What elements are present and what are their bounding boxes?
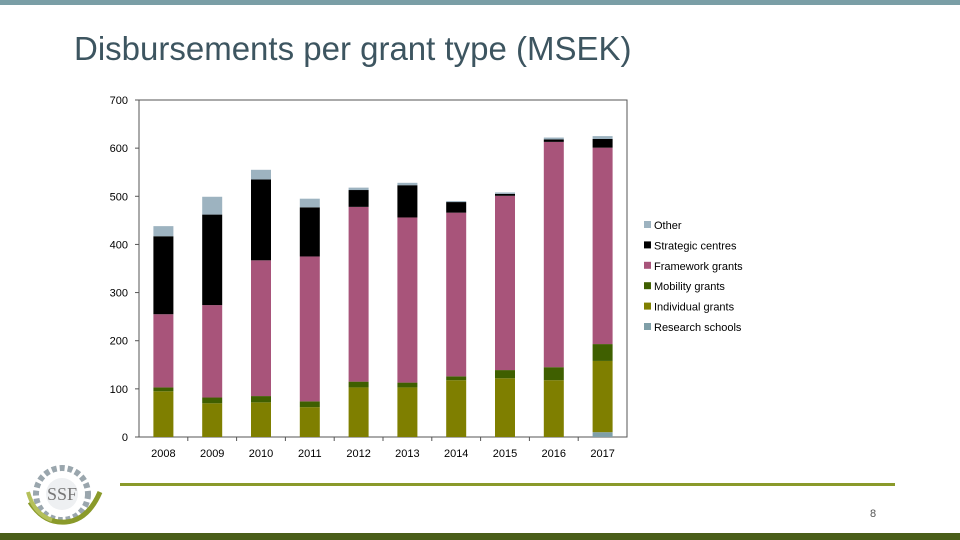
bar-segment-individual-grants	[348, 387, 369, 437]
page-number: 8	[870, 508, 877, 520]
y-tick-label: 700	[110, 95, 128, 107]
bar-segment-strategic-centres	[495, 193, 515, 196]
x-tick-label: 2010	[249, 448, 273, 460]
bar-segment-research-schools	[592, 432, 613, 437]
legend-label: Individual grants	[654, 302, 735, 314]
y-tick-label: 100	[110, 384, 128, 396]
bar-segment-other	[299, 198, 320, 208]
y-tick-label: 600	[110, 143, 128, 155]
top-accent-bar	[0, 0, 960, 5]
bar-segment-framework-grants	[495, 195, 515, 371]
bar-segment-other	[202, 196, 223, 215]
bar-segment-strategic-centres	[251, 179, 271, 261]
bar-segment-strategic-centres	[348, 190, 369, 207]
bar-segment-strategic-centres	[543, 139, 564, 142]
bar-segment-other	[446, 201, 467, 203]
bar-segment-mobility-grants	[202, 397, 223, 404]
bar-segment-framework-grants	[153, 314, 174, 388]
bar-segment-other	[348, 187, 369, 191]
bar-segment-framework-grants	[397, 217, 418, 383]
bar-segment-framework-grants	[348, 206, 369, 382]
x-tick-label: 2014	[444, 448, 468, 460]
bar-segment-individual-grants	[446, 380, 467, 437]
bar-segment-mobility-grants	[592, 344, 613, 361]
y-tick-label: 0	[122, 432, 128, 444]
x-tick-label: 2016	[542, 448, 566, 460]
bar-segment-other	[495, 192, 515, 194]
legend-swatch	[644, 221, 651, 228]
legend-label: Strategic centres	[654, 240, 737, 252]
bar-segment-individual-grants	[299, 407, 320, 437]
legend-swatch	[644, 282, 651, 290]
x-tick-label: 2013	[395, 448, 419, 460]
legend-label: Other	[654, 220, 682, 232]
bar-segment-mobility-grants	[543, 367, 564, 381]
legend-swatch	[644, 261, 651, 269]
bar-segment-mobility-grants	[153, 387, 174, 392]
legend-swatch	[644, 323, 651, 330]
legend-label: Research schools	[654, 322, 742, 334]
bar-segment-framework-grants	[592, 147, 613, 345]
bar-segment-other	[592, 136, 613, 139]
bar-segment-mobility-grants	[299, 401, 320, 408]
bar-segment-framework-grants	[251, 260, 271, 397]
y-tick-label: 200	[110, 336, 128, 348]
bar-segment-mobility-grants	[348, 381, 369, 388]
x-tick-label: 2015	[493, 448, 517, 460]
bar-segment-mobility-grants	[397, 382, 418, 388]
bar-segment-strategic-centres	[446, 202, 467, 213]
bar-segment-individual-grants	[592, 360, 613, 433]
bar-segment-mobility-grants	[495, 370, 515, 379]
bar-segment-other	[153, 226, 174, 237]
legend-swatch	[644, 241, 651, 249]
bar-segment-mobility-grants	[446, 376, 467, 381]
bar-segment-individual-grants	[153, 391, 174, 437]
y-tick-label: 300	[110, 288, 128, 300]
bar-segment-strategic-centres	[202, 214, 223, 306]
bar-segment-mobility-grants	[251, 396, 271, 403]
bar-segment-other	[543, 137, 564, 140]
bar-segment-framework-grants	[446, 212, 467, 377]
bottom-accent-bar	[0, 533, 960, 540]
legend-label: Mobility grants	[654, 281, 725, 293]
bar-segment-framework-grants	[299, 256, 320, 402]
bar-segment-other	[397, 182, 418, 186]
bar-segment-strategic-centres	[299, 207, 320, 257]
logo-text: SSF	[47, 484, 77, 504]
bar-segment-individual-grants	[202, 403, 223, 437]
page-title: Disbursements per grant type (MSEK)	[74, 30, 632, 67]
x-tick-label: 2011	[298, 448, 322, 460]
bar-segment-strategic-centres	[397, 185, 418, 218]
ssf-logo-icon: SSF	[26, 465, 103, 525]
bar-segment-other	[251, 169, 271, 180]
bar-segment-individual-grants	[251, 402, 271, 437]
bar-segment-framework-grants	[202, 305, 223, 398]
x-tick-label: 2017	[590, 448, 614, 460]
y-tick-label: 500	[110, 191, 128, 203]
bar-segment-individual-grants	[397, 387, 418, 437]
x-tick-label: 2008	[151, 448, 175, 460]
legend-label: Framework grants	[654, 261, 743, 273]
footer-divider	[120, 483, 895, 486]
bar-segment-individual-grants	[495, 378, 515, 437]
bar-segment-strategic-centres	[153, 236, 174, 315]
x-tick-label: 2009	[200, 448, 224, 460]
bar-segment-individual-grants	[543, 380, 564, 437]
x-tick-label: 2012	[346, 448, 370, 460]
legend-swatch	[644, 302, 651, 310]
bar-segment-strategic-centres	[592, 138, 613, 148]
y-tick-label: 400	[110, 239, 128, 251]
bar-segment-framework-grants	[543, 141, 564, 368]
